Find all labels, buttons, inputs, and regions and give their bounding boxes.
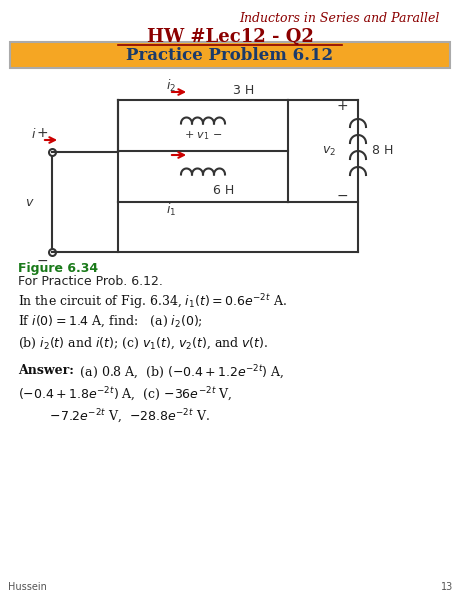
Text: Practice Problem 6.12: Practice Problem 6.12	[126, 46, 334, 64]
Text: $v_2$: $v_2$	[322, 145, 336, 158]
Text: −: −	[36, 254, 48, 268]
Text: −: −	[336, 189, 348, 203]
Text: Inductors in Series and Parallel: Inductors in Series and Parallel	[240, 12, 440, 25]
Text: $v$: $v$	[25, 196, 35, 208]
Text: For Practice Prob. 6.12.: For Practice Prob. 6.12.	[18, 275, 163, 288]
Text: 13: 13	[441, 582, 453, 592]
Text: (a) 0.8 A,  (b) $(-0.4 + 1.2e^{-2t})$ A,: (a) 0.8 A, (b) $(-0.4 + 1.2e^{-2t})$ A,	[76, 364, 284, 382]
Text: $i_1$: $i_1$	[166, 202, 176, 218]
Text: $-7.2e^{-2t}$ V,  $-28.8e^{-2t}$ V.: $-7.2e^{-2t}$ V, $-28.8e^{-2t}$ V.	[18, 408, 210, 426]
Text: (b) $i_2(t)$ and $i(t)$; (c) $v_1(t)$, $v_2(t)$, and $v(t)$.: (b) $i_2(t)$ and $i(t)$; (c) $v_1(t)$, $…	[18, 336, 268, 352]
Text: +: +	[36, 126, 48, 140]
Text: HW #Lec12 - Q2: HW #Lec12 - Q2	[147, 28, 313, 46]
Text: $i_2$: $i_2$	[166, 78, 176, 94]
Text: +: +	[336, 99, 348, 113]
Bar	[10, 42, 450, 68]
Text: Figure 6.34: Figure 6.34	[18, 262, 98, 275]
Text: 8 H: 8 H	[372, 145, 393, 157]
Text: 6 H: 6 H	[213, 184, 234, 196]
Text: Answer:: Answer:	[18, 364, 74, 377]
Text: + $v_1$ −: + $v_1$ −	[184, 129, 222, 142]
Text: $i$: $i$	[31, 127, 37, 141]
Text: If $i(0) = 1.4$ A, find:   (a) $i_2(0)$;: If $i(0) = 1.4$ A, find: (a) $i_2(0)$;	[18, 314, 203, 329]
Text: $(-0.4 + 1.8e^{-2t})$ A,  (c) $-36e^{-2t}$ V,: $(-0.4 + 1.8e^{-2t})$ A, (c) $-36e^{-2t}…	[18, 386, 232, 404]
Text: Hussein: Hussein	[8, 582, 47, 592]
Text: In the circuit of Fig. 6.34, $i_1(t) = 0.6e^{-2t}$ A.: In the circuit of Fig. 6.34, $i_1(t) = 0…	[18, 292, 287, 311]
Text: 3 H: 3 H	[233, 83, 254, 97]
